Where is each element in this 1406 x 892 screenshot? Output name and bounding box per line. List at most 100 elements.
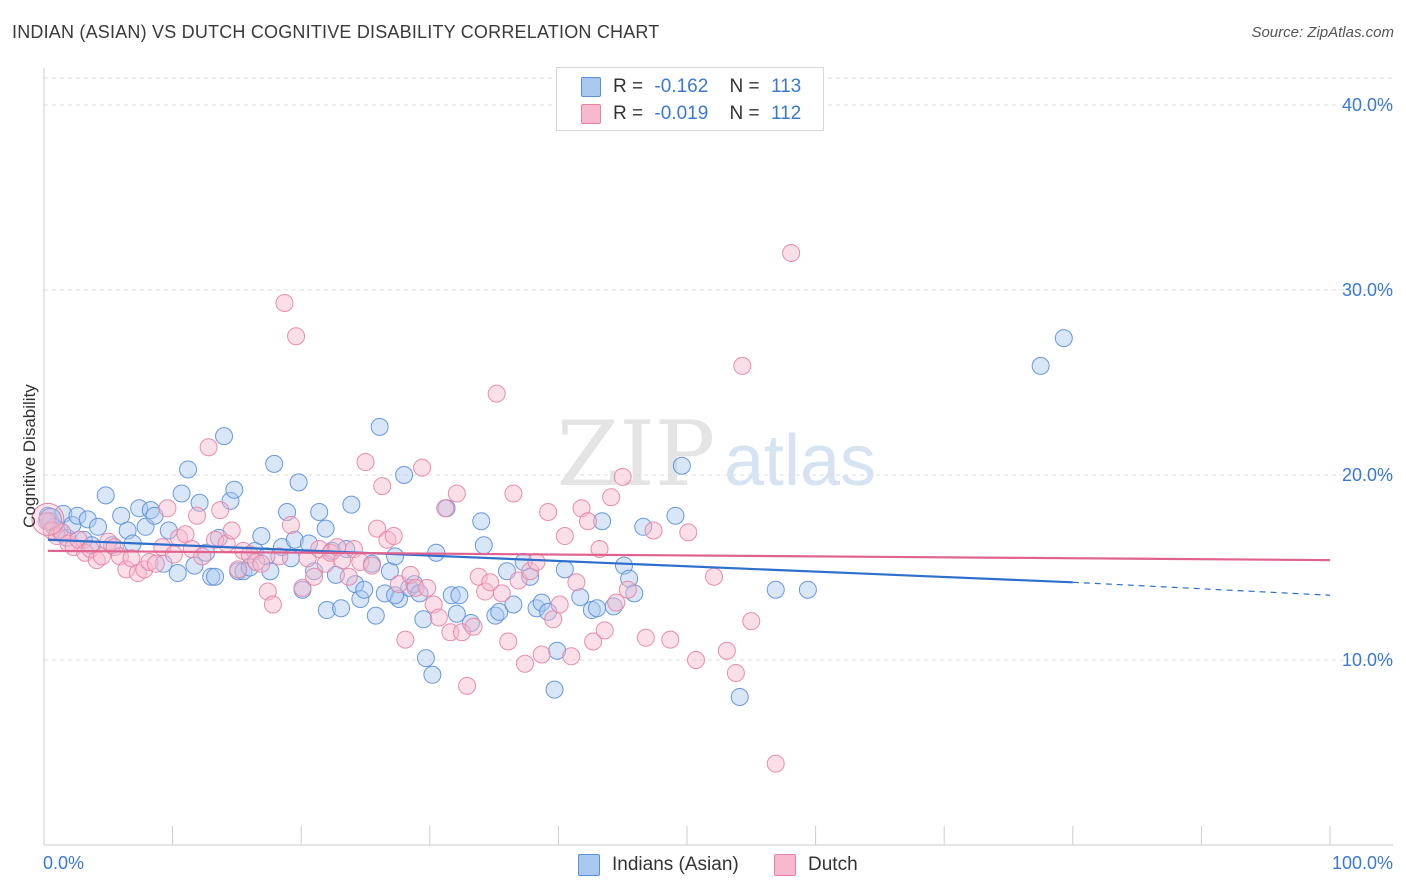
data-point-dutch [263,595,282,614]
data-point-dutch [521,562,540,581]
data-point-indians [414,610,433,629]
data-point-dutch [458,676,477,695]
data-point-dutch [602,488,621,507]
data-point-dutch [316,554,335,573]
data-point-dutch [607,593,626,612]
data-point-indians [386,547,405,566]
data-point-indians [225,480,244,499]
data-point-indians [265,454,284,473]
data-point-dutch [618,580,637,599]
data-point-indians [395,466,414,484]
data-point-dutch [229,560,248,579]
axes [43,68,1393,846]
data-point-indians [386,586,405,605]
legend-label-dutch: Dutch [808,854,858,875]
data-point-dutch [199,438,218,457]
data-point-dutch [726,663,745,682]
data-point-dutch [287,327,306,346]
legend-item-indians[interactable]: Indians (Asian) [578,852,739,878]
data-point-indians [215,427,234,446]
data-point-dutch [384,527,403,546]
data-point-dutch [452,623,471,642]
data-point-indians [366,606,385,625]
data-point-dutch [644,521,663,540]
data-point-indians [342,495,361,514]
data-point-dutch [515,654,534,673]
trend-line-indians-extension [1072,581,1331,596]
data-point-dutch [527,552,546,571]
data-point-indians [442,586,461,605]
data-point-dutch [539,503,558,521]
data-point-dutch [275,293,294,312]
data-point-dutch [76,543,95,562]
data-point-dutch [590,540,609,558]
trend-lines [47,538,1331,596]
data-point-dutch [356,453,375,472]
y-tick-label: 40.0% [1342,95,1393,115]
series-indians-asian-points [38,329,1073,706]
legend-label-indians: Indians (Asian) [612,854,739,875]
data-point-dutch [140,552,159,571]
data-point-indians [168,564,187,583]
data-point-dutch [717,641,736,660]
data-point-indians [221,491,240,510]
data-point-dutch [562,647,581,666]
r-value: -0.019 [654,103,709,124]
data-point-dutch [211,501,230,520]
data-point-indians [634,517,653,536]
y-axis-tick-labels: 10.0% 20.0% 30.0% 40.0% [1342,95,1393,670]
data-point-dutch [550,595,569,614]
data-point-dutch [499,632,518,651]
data-point-dutch [687,651,706,669]
data-point-indians [666,506,685,525]
data-point-dutch [661,630,680,649]
data-point-dutch [146,554,165,573]
data-point-dutch [373,477,392,496]
data-point-dutch [436,499,455,518]
data-point-indians [355,580,374,599]
data-point-dutch [766,754,785,773]
data-point-indians [130,499,149,518]
y-axis-label: Cognitive Disability [20,384,39,528]
data-point-dutch [705,567,724,586]
data-point-indians [370,417,389,436]
data-point-dutch [481,573,500,592]
data-point-indians [1054,329,1073,348]
data-point-indians [423,665,442,684]
legend-item-dutch[interactable]: Dutch [774,852,858,878]
watermark-atlas: atlas [724,421,876,501]
data-point-dutch [733,356,752,375]
data-point-indians [316,519,335,538]
data-point-dutch [636,628,655,647]
data-point-dutch [679,523,698,542]
data-point-indians [172,484,191,503]
y-tick-label: 10.0% [1342,650,1393,670]
data-point-dutch [487,384,506,403]
data-point-dutch [117,560,136,579]
trend-line-dutch [47,549,1331,562]
data-point-indians [206,567,225,586]
data-point-dutch [464,617,483,636]
data-point-dutch [193,547,212,566]
data-point-indians [587,599,606,618]
data-point-indians [672,456,691,475]
data-point-indians [593,512,612,531]
data-point-dutch [447,484,466,503]
data-point-indians [730,688,749,706]
data-point-indians [527,599,546,618]
data-point-dutch [252,554,271,573]
r-label: R = [613,76,644,97]
data-point-indians [447,604,466,623]
data-point-dutch [492,584,511,603]
x-tick-label-max: 100.0% [1332,853,1393,873]
y-tick-label: 30.0% [1342,280,1393,300]
trend-line-indians [47,538,1073,584]
data-point-indians [450,586,469,605]
n-value: 113 [770,76,802,97]
data-point-dutch [206,530,225,549]
data-point-indians [532,593,551,612]
data-point-dutch [584,632,603,651]
data-point-indians [1031,356,1050,375]
data-point-indians [545,680,564,699]
data-point-dutch [396,630,415,649]
